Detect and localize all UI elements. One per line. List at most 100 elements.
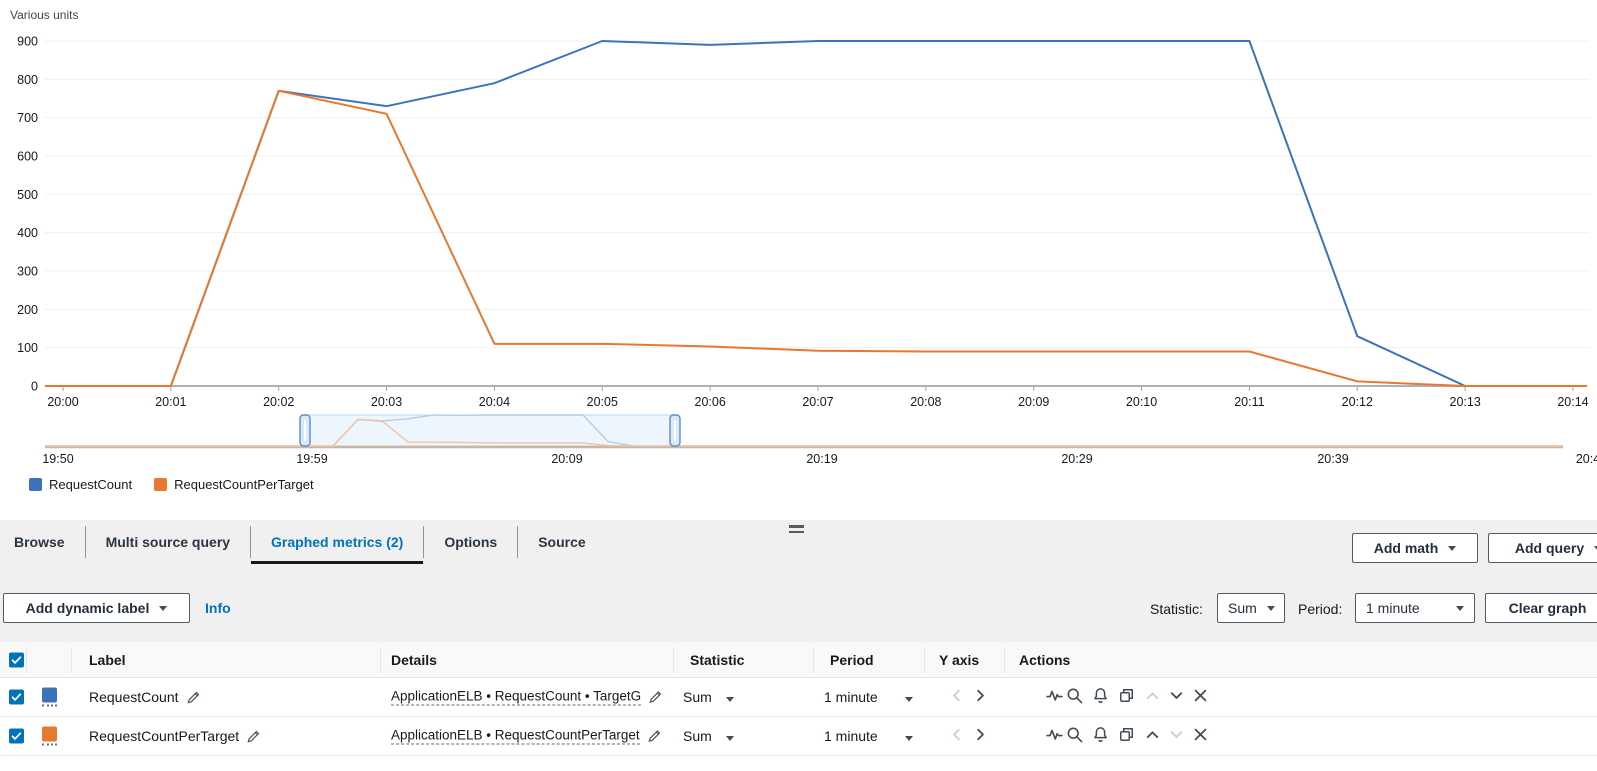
x-tick-label: 20:09: [1018, 395, 1049, 409]
add-math-label: Add math: [1373, 540, 1439, 556]
column-separator: [26, 647, 27, 673]
legend-label: RequestCount: [49, 477, 133, 492]
row-period-dropdown[interactable]: 1 minute: [824, 728, 878, 744]
search-icon[interactable]: [1066, 726, 1083, 743]
tab-separator: [423, 526, 425, 558]
tab-multi-source-query[interactable]: Multi source query: [105, 534, 231, 550]
edit-details-icon[interactable]: [647, 729, 662, 744]
row-period-dropdown[interactable]: 1 minute: [824, 689, 878, 705]
statistic-select[interactable]: Sum: [1217, 593, 1285, 623]
tab-browse[interactable]: Browse: [14, 534, 65, 550]
metric-color-swatch[interactable]: [42, 687, 57, 703]
move-up-icon[interactable]: [1144, 726, 1161, 743]
overview-tick-label: 19:50: [42, 452, 73, 466]
x-tick-label: 20:10: [1126, 395, 1157, 409]
select-all-checkbox[interactable]: [9, 652, 24, 667]
overview-tick-label: 20:29: [1061, 452, 1092, 466]
x-tick-label: 20:05: [587, 395, 618, 409]
statistic-label: Statistic:: [1150, 601, 1203, 617]
remove-metric-icon[interactable]: [1192, 726, 1209, 743]
move-down-icon[interactable]: [1168, 687, 1185, 704]
y-axis-right-icon[interactable]: [972, 726, 989, 743]
caret-down-icon[interactable]: [905, 736, 913, 741]
metric-details[interactable]: ApplicationELB • RequestCount • TargetG: [391, 688, 642, 706]
series-line-RequestCount[interactable]: [45, 40, 1587, 387]
row-period-value: 1 minute: [824, 728, 878, 744]
info-link[interactable]: Info: [205, 600, 231, 616]
overview-tick-label: 19:59: [296, 452, 327, 466]
overview-tick-label: 20:09: [551, 452, 582, 466]
x-tick-label: 20:02: [263, 395, 294, 409]
duplicate-icon[interactable]: [1118, 726, 1135, 743]
y-tick-label: 800: [17, 73, 38, 87]
metric-row-checkbox[interactable]: [9, 728, 24, 744]
remove-metric-icon[interactable]: [1192, 687, 1209, 704]
metric-color-swatch[interactable]: [42, 726, 57, 742]
pulse-icon[interactable]: [1046, 687, 1063, 704]
caret-down-icon[interactable]: [726, 736, 734, 741]
add-query-label: Add query: [1514, 540, 1585, 556]
chart-units-label: Various units: [10, 8, 79, 22]
column-header-statistic: Statistic: [690, 652, 745, 668]
x-tick-label: 20:13: [1450, 395, 1481, 409]
period-select[interactable]: 1 minute: [1355, 593, 1475, 623]
y-tick-label: 300: [17, 265, 38, 279]
x-tick-label: 20:03: [371, 395, 402, 409]
add-query-button[interactable]: Add query: [1488, 533, 1597, 563]
metrics-panel: [0, 520, 1597, 642]
overview-tick-label: 20:39: [1317, 452, 1348, 466]
y-tick-label: 0: [31, 380, 38, 394]
series-line-RequestCountPerTarget[interactable]: [45, 89, 1587, 387]
caret-down-icon: [159, 605, 168, 611]
x-tick-label: 20:07: [802, 395, 833, 409]
column-separator: [380, 647, 381, 673]
tab-source[interactable]: Source: [538, 534, 586, 550]
tab-graphed-metrics-2[interactable]: Graphed metrics (2): [251, 520, 424, 564]
y-tick-label: 200: [17, 303, 38, 317]
edit-label-icon[interactable]: [186, 690, 201, 705]
metric-row-checkbox[interactable]: [9, 689, 24, 705]
edit-details-icon[interactable]: [648, 690, 663, 705]
add-dynamic-label-button[interactable]: Add dynamic label: [3, 593, 190, 623]
y-axis-left-icon: [948, 687, 965, 704]
row-statistic-value: Sum: [683, 689, 712, 705]
alarm-bell-icon[interactable]: [1092, 726, 1109, 743]
duplicate-icon[interactable]: [1118, 687, 1135, 704]
add-math-button[interactable]: Add math: [1352, 533, 1478, 563]
panel-resize-handle[interactable]: [789, 525, 804, 536]
y-tick-label: 400: [17, 226, 38, 240]
y-axis-right-icon[interactable]: [972, 687, 989, 704]
edit-label-icon[interactable]: [246, 729, 261, 744]
move-up-icon: [1144, 687, 1161, 704]
tab-separator: [250, 526, 252, 558]
row-statistic-dropdown[interactable]: Sum: [683, 689, 712, 705]
statistic-value: Sum: [1228, 600, 1257, 616]
metrics-table-header: Label Details Statistic Period Y axis Actions: [0, 642, 1597, 678]
tab-options[interactable]: Options: [444, 534, 498, 550]
search-icon[interactable]: [1066, 687, 1083, 704]
legend-item-RequestCountPerTarget[interactable]: RequestCountPerTarget: [154, 477, 314, 492]
legend-item-RequestCount[interactable]: RequestCount: [29, 477, 132, 492]
y-tick-label: 700: [17, 111, 38, 125]
column-header-actions: Actions: [1019, 652, 1071, 668]
legend-swatch-icon: [154, 478, 168, 491]
pulse-icon[interactable]: [1046, 726, 1063, 743]
metrics-line-chart[interactable]: 0 100 200 300 400 500 600 700 800 900 20:00 20:01 20…: [0, 0, 1597, 500]
y-tick-label: 500: [17, 188, 38, 202]
x-tick-label: 20:08: [910, 395, 941, 409]
metric-details[interactable]: ApplicationELB • RequestCountPerTarget: [391, 727, 640, 745]
caret-down-icon[interactable]: [726, 697, 734, 702]
row-statistic-dropdown[interactable]: Sum: [683, 728, 712, 744]
caret-down-icon: [1266, 605, 1275, 611]
overview-series-line: [45, 414, 1563, 447]
alarm-bell-icon[interactable]: [1092, 687, 1109, 704]
x-tick-label: 20:14: [1557, 395, 1588, 409]
row-period-value: 1 minute: [824, 689, 878, 705]
caret-down-icon[interactable]: [905, 697, 913, 702]
clear-graph-button[interactable]: Clear graph: [1485, 593, 1597, 623]
column-header-period: Period: [830, 652, 874, 668]
y-tick-label: 900: [17, 35, 38, 49]
swatch-dots: [42, 704, 57, 707]
swatch-dots: [42, 743, 57, 746]
